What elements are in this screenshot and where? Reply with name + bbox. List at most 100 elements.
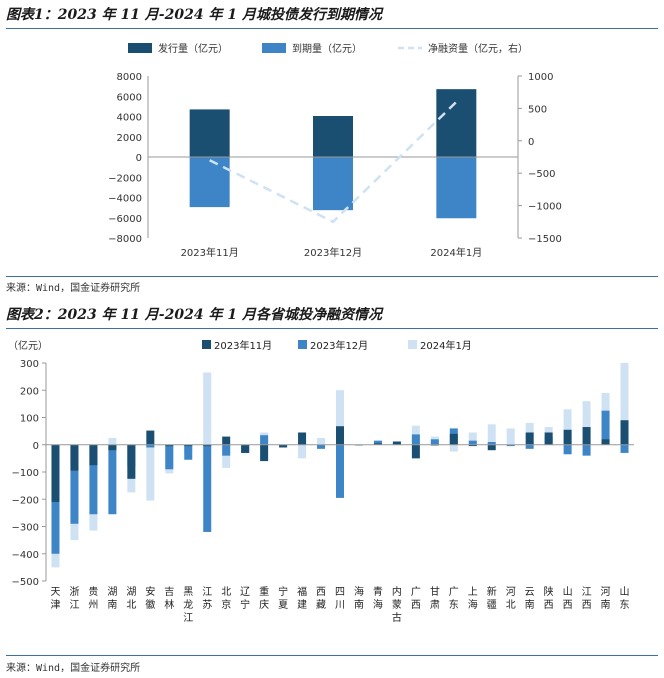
y-tick-label: 300 xyxy=(20,359,39,370)
x-category-char: 建 xyxy=(297,598,307,611)
bar-maturity xyxy=(436,157,476,218)
bar-2023年11月-浙江 xyxy=(70,445,78,471)
bar-2023年11月-新疆 xyxy=(488,445,496,450)
x-category-char: 内 xyxy=(392,585,402,598)
x-category-char: 江 xyxy=(582,586,592,598)
x-category-char: 蒙 xyxy=(392,598,402,611)
x-category-char: 河 xyxy=(506,586,516,598)
left-tick-label: 2000 xyxy=(117,133,142,144)
x-category-char: 宁 xyxy=(278,585,288,598)
x-category-char: 北 xyxy=(221,586,231,598)
x-category-char: 海 xyxy=(373,598,383,611)
x-category-char: 河 xyxy=(601,586,611,598)
x-category-char: 陕 xyxy=(544,585,554,598)
figure1-top-rule xyxy=(6,28,658,29)
x-category-char: 徽 xyxy=(145,598,155,611)
bar-2023年12月-江苏 xyxy=(203,445,211,532)
bar-2023年11月-河南 xyxy=(602,439,610,444)
bar-2024年1月-西藏 xyxy=(317,438,325,445)
figure2-bottom-rule xyxy=(6,655,658,656)
left-tick-label: 0 xyxy=(136,153,142,164)
x-category-char: 海 xyxy=(468,598,478,611)
chart2-province-net-financing: 2023年11月 2023年12月 2024年1月（亿元）3002001000−10… xyxy=(0,333,664,653)
x-category-char: 西 xyxy=(544,600,554,611)
x-category-char: 云 xyxy=(525,587,535,598)
x-category-char: 江 xyxy=(69,599,79,611)
x-category-char: 川 xyxy=(335,600,345,611)
bar-2023年12月-四川 xyxy=(336,445,344,498)
right-tick-label: −1500 xyxy=(528,234,562,245)
left-tick-label: −4000 xyxy=(108,194,142,205)
bar-2023年12月-山东 xyxy=(621,445,629,453)
bar-2023年11月-山东 xyxy=(621,420,629,445)
x-category-char: 山 xyxy=(563,586,573,598)
bar-issuance xyxy=(313,116,353,157)
x-category-char: 重 xyxy=(259,585,269,598)
bar-2023年11月-广东 xyxy=(450,434,458,445)
x-category-char: 天 xyxy=(50,587,60,598)
bar-2023年11月-江西 xyxy=(583,427,591,445)
x-category-char: 上 xyxy=(468,586,478,598)
y-tick-label: −300 xyxy=(12,523,39,534)
x-category-char: 龙 xyxy=(183,598,193,611)
bar-2023年12月-黑龙江 xyxy=(184,445,192,460)
left-tick-label: 4000 xyxy=(117,113,142,124)
bar-2023年11月-重庆 xyxy=(260,445,268,461)
legend-swatch-0 xyxy=(128,43,152,53)
bar-2023年11月-四川 xyxy=(336,426,344,445)
y-axis-unit-label: （亿元） xyxy=(8,339,48,352)
x-category-char: 湖 xyxy=(107,586,117,598)
bar-2024年1月-河北 xyxy=(507,428,515,444)
chart1-issuance-maturity: 发行量（亿元） 到期量（亿元） 净融资量（亿元，右） 8000 6000 4000 2000… xyxy=(0,32,664,272)
bar-2023年12月-吉林 xyxy=(165,445,173,470)
x-category-char: 西 xyxy=(411,600,421,611)
y-tick-label: −500 xyxy=(12,577,39,588)
bar-2023年11月-湖南 xyxy=(108,445,116,450)
bar-maturity xyxy=(313,157,353,210)
y-tick-label: −200 xyxy=(12,495,39,506)
x-category-char: 西 xyxy=(316,587,326,598)
x-category-char: 藏 xyxy=(316,599,326,611)
x-category-char: 广 xyxy=(411,586,421,598)
bar-2023年11月-辽宁 xyxy=(241,445,249,453)
bar-2023年12月-广西 xyxy=(412,434,420,444)
x-category-char: 福 xyxy=(297,585,307,598)
bar-2023年12月-北京 xyxy=(222,445,230,456)
x-category-char: 湖 xyxy=(126,586,136,598)
left-tick-label: 6000 xyxy=(117,92,142,103)
x-category-label: 2023年11月 xyxy=(181,246,239,259)
x-category-char: 贵 xyxy=(88,585,98,598)
right-tick-label: −1000 xyxy=(528,202,562,213)
bar-2023年11月-云南 xyxy=(526,432,534,444)
bar-2024年1月-湖南 xyxy=(108,438,116,445)
bar-2023年11月-天津 xyxy=(51,445,59,502)
bar-2023年11月-福建 xyxy=(298,432,306,444)
bar-2023年11月-湖北 xyxy=(127,445,135,479)
x-category-char: 山 xyxy=(620,586,630,598)
figure2-source: 来源：Wind，国金证券研究所 xyxy=(6,659,140,674)
x-category-char: 海 xyxy=(354,585,364,598)
bar-2023年11月-安徽 xyxy=(146,431,154,445)
x-category-char: 北 xyxy=(506,599,516,611)
bar-2023年12月-云南 xyxy=(526,445,534,449)
bar-2023年11月-贵州 xyxy=(89,445,97,465)
y-tick-label: 200 xyxy=(20,386,39,397)
legend-label-2: 净融资量（亿元，右） xyxy=(428,42,528,55)
x-category-char: 吉 xyxy=(164,586,174,598)
x-category-char: 疆 xyxy=(487,599,497,611)
bar-2024年1月-广东 xyxy=(450,445,458,452)
x-category-char: 州 xyxy=(88,599,98,611)
bar-2023年12月-上海 xyxy=(469,441,477,445)
bar-2023年12月-重庆 xyxy=(260,435,268,445)
left-tick-label: −6000 xyxy=(108,214,142,225)
x-category-char: 津 xyxy=(50,599,60,611)
legend-swatch-1 xyxy=(262,43,286,53)
y-tick-label: −400 xyxy=(12,550,39,561)
x-category-char: 广 xyxy=(449,586,459,598)
right-tick-label: 0 xyxy=(528,137,534,148)
bar-2023年12月-江西 xyxy=(583,445,591,456)
bar-2023年12月-甘肃 xyxy=(431,439,439,444)
figure1-title: 图表1：2023 年 11 月-2024 年 1 月城投债发行到期情况 xyxy=(6,4,382,24)
legend-swatch-2024年1月 xyxy=(408,340,417,349)
bar-2023年12月-湖南 xyxy=(108,445,116,514)
